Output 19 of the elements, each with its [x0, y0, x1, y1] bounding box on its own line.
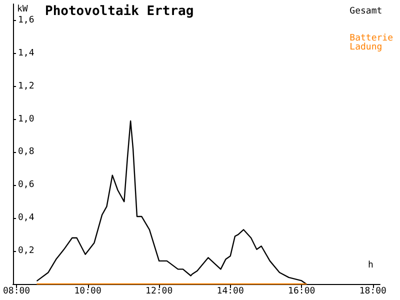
x-tick-label: 08:00: [3, 286, 30, 296]
y-tick-label: 1,0: [18, 114, 34, 124]
y-tick-label: 1,6: [18, 15, 34, 26]
x-tick-label: 12:00: [146, 286, 173, 296]
y-tick-label: 0,6: [18, 180, 34, 190]
y-tick-label: 0,2: [18, 246, 34, 256]
chart-title: Photovoltaik Ertrag: [45, 4, 194, 19]
y-tick-label: 1,2: [18, 81, 34, 92]
y-tick-label: 0,8: [18, 147, 34, 158]
x-axis-title: h: [368, 260, 374, 270]
y-axis-title: kW: [16, 4, 28, 14]
text: Batterie Ladung: [350, 34, 394, 52]
x-tick-label: 10:00: [74, 286, 102, 296]
y-tick-label: 1,4: [18, 48, 34, 58]
text: Gesamt: [350, 6, 382, 16]
x-tick-label: 18:00: [359, 286, 386, 296]
x-tick-label: 14:00: [216, 286, 244, 296]
x-tick-label: 16:00: [288, 286, 316, 296]
y-tick-label: 0,4: [18, 213, 34, 224]
